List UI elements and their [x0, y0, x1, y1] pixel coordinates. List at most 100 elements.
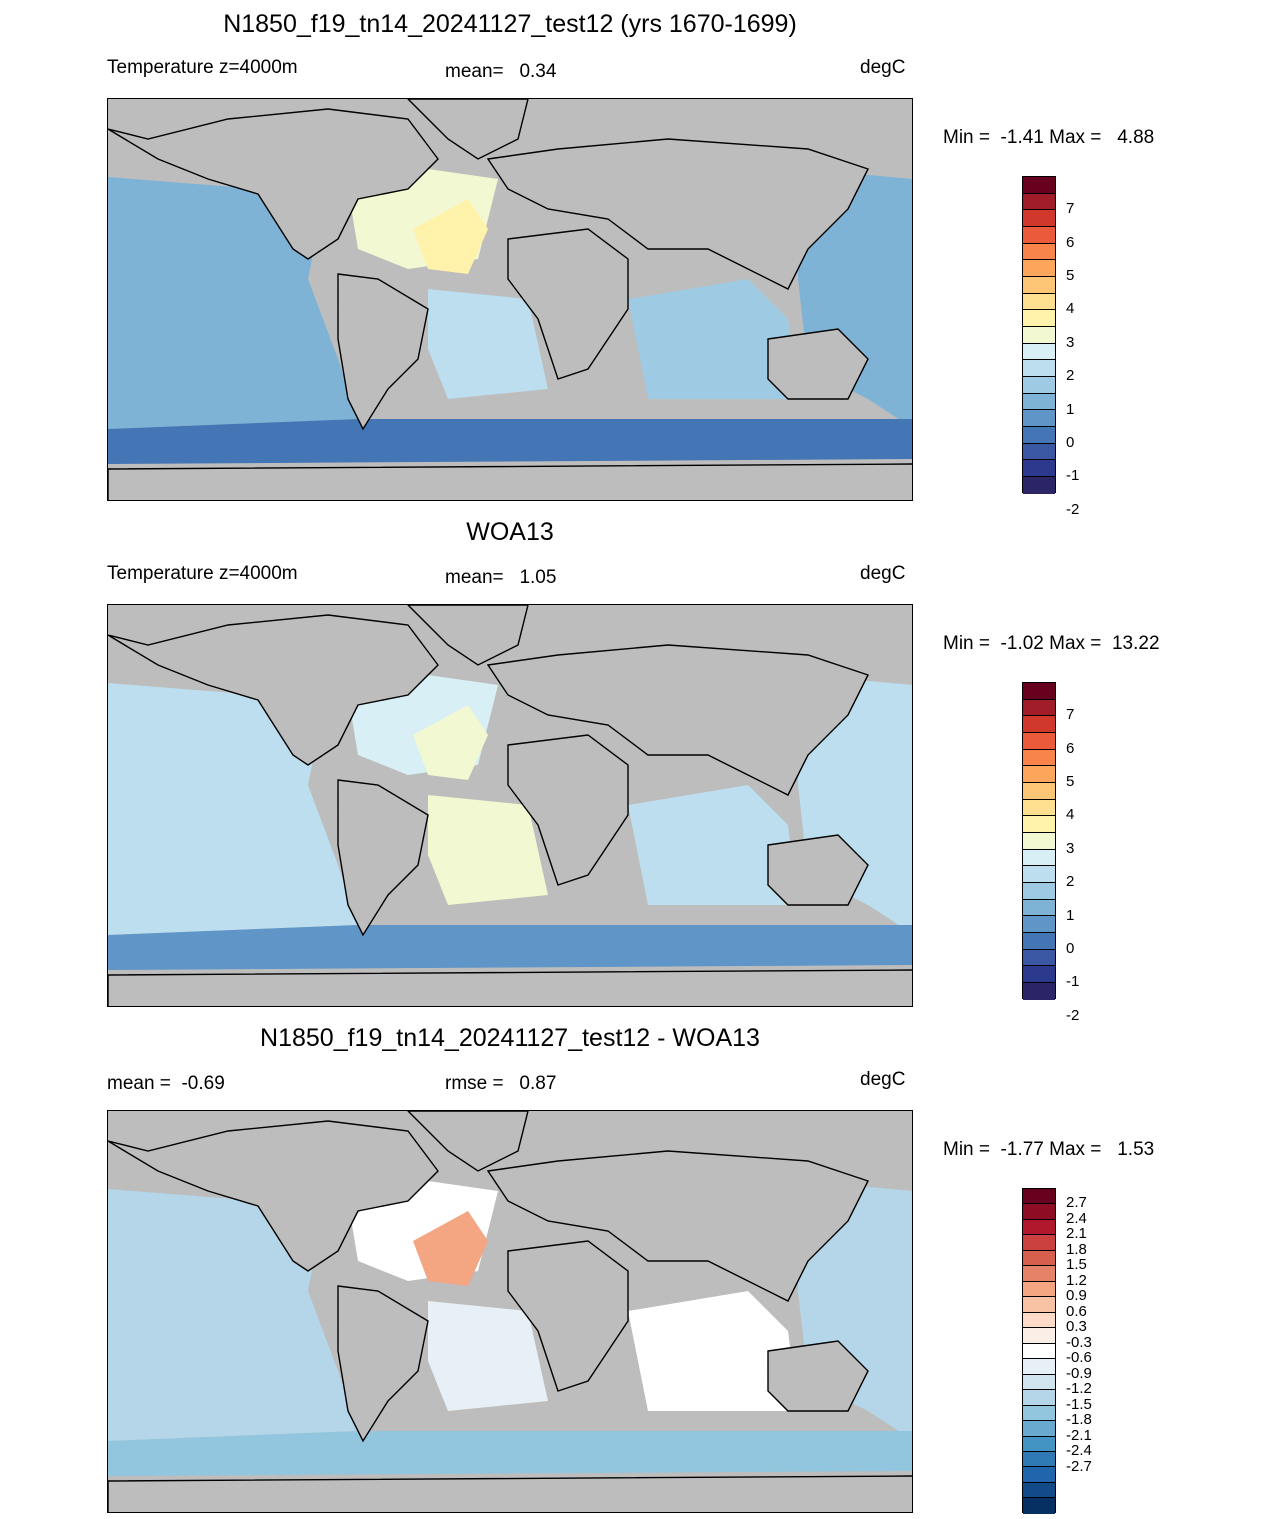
continent-outline [507, 228, 629, 380]
colorbar-swatch [1023, 277, 1055, 294]
colorbar-tick-label: 4 [1066, 806, 1075, 824]
colorbar-swatch [1023, 1421, 1055, 1437]
colorbar-tick-label: 1.8 [1066, 1240, 1087, 1258]
colorbar-tick-label: 1.5 [1066, 1256, 1087, 1274]
colorbar-tick-label: 3 [1066, 333, 1075, 351]
ocean-region-indian [628, 279, 798, 399]
colorbar-swatch [1023, 1451, 1055, 1468]
colorbar-tick-label: -2 [1066, 1006, 1080, 1024]
colorbar-swatch [1023, 1482, 1055, 1499]
continent-outline [407, 99, 529, 160]
colorbar-swatch [1023, 716, 1055, 734]
colorbar-swatch [1023, 783, 1055, 800]
colorbar-tick-label: -1.2 [1066, 1380, 1092, 1398]
continent-outline [407, 605, 529, 666]
colorbar-tick-label: -1.8 [1066, 1411, 1092, 1429]
colorbar-tick-label: -2.7 [1066, 1457, 1092, 1475]
continent-outline [337, 779, 429, 937]
ocean-region-south [108, 419, 912, 464]
colorbar-swatch [1023, 933, 1055, 950]
colorbar-swatch [1023, 1390, 1055, 1406]
colorbar-swatch [1023, 1343, 1055, 1360]
continent-outline [767, 834, 869, 906]
colorbar-tick-label: -1.5 [1066, 1395, 1092, 1413]
colorbar-tick-label: 4 [1066, 300, 1075, 318]
continent-outline [767, 328, 869, 400]
colorbar-tick-label: 1.2 [1066, 1271, 1087, 1289]
colorbar-swatch [1023, 210, 1055, 228]
ocean-region-south-atl [428, 1301, 548, 1411]
colorbar-swatch [1023, 477, 1055, 494]
continent-outline [486, 644, 869, 796]
continent-outline [108, 108, 439, 260]
colorbar-tick-label: 6 [1066, 739, 1075, 757]
colorbar-swatch [1023, 1405, 1055, 1422]
colorbar-tick-label: 0.3 [1066, 1318, 1087, 1336]
ocean-region-indian [628, 1291, 798, 1411]
colorbar [1022, 176, 1056, 494]
continent-outline [108, 614, 439, 766]
colorbar-tick-label: -2.1 [1066, 1426, 1092, 1444]
colorbar-tick-label: 0 [1066, 433, 1075, 451]
colorbar-swatch [1023, 393, 1055, 411]
left-label: Temperature z=4000m [107, 563, 298, 584]
colorbar-swatch [1023, 1281, 1055, 1298]
mean-label: mean= 1.05 [445, 567, 557, 588]
colorbar-tick-label: 0.9 [1066, 1287, 1087, 1305]
panel-title: N1850_f19_tn14_20241127_test12 (yrs 1670… [223, 10, 797, 38]
continent-outline [507, 1240, 629, 1392]
colorbar-swatch [1023, 1189, 1055, 1205]
colorbar-swatch [1023, 1235, 1055, 1251]
continent-outline [337, 1285, 429, 1443]
colorbar-swatch [1023, 243, 1055, 261]
colorbar-swatch [1023, 766, 1055, 784]
continent-outline [108, 969, 912, 1006]
units-label: degC [860, 1069, 906, 1090]
colorbar-tick-label: 2 [1066, 367, 1075, 385]
colorbar-swatch [1023, 983, 1055, 1000]
colorbar-swatch [1023, 699, 1055, 717]
colorbar-tick-label: -2.4 [1066, 1442, 1092, 1460]
continent-outline [407, 1111, 529, 1172]
colorbar-tick-label: 7 [1066, 706, 1075, 724]
continent-outline [108, 1120, 439, 1272]
units-label: degC [860, 57, 906, 78]
colorbar-swatch [1023, 1204, 1055, 1220]
colorbar-swatch [1023, 733, 1055, 750]
ocean-region-north-atl_hot [413, 199, 488, 274]
colorbar [1022, 682, 1056, 1000]
panel-title: N1850_f19_tn14_20241127_test12 - WOA13 [260, 1024, 760, 1052]
colorbar-swatch [1023, 293, 1055, 311]
ocean-region-indian [628, 785, 798, 905]
colorbar-tick-label: 1 [1066, 906, 1075, 924]
colorbar-tick-label: 2.7 [1066, 1194, 1087, 1212]
world-map [107, 1110, 913, 1513]
colorbar-tick-label: -1 [1066, 467, 1080, 485]
continent-outline [337, 273, 429, 431]
mean-label: mean = -0.69 [107, 1073, 225, 1094]
min-max-label: Min = -1.02 Max = 13.22 [943, 633, 1160, 654]
colorbar-swatch [1023, 360, 1055, 378]
colorbar-tick-label: -0.3 [1066, 1333, 1092, 1351]
colorbar-swatch [1023, 899, 1055, 917]
colorbar-swatch [1023, 327, 1055, 344]
colorbar-swatch [1023, 443, 1055, 461]
colorbar-swatch [1023, 966, 1055, 984]
continent-outline [486, 1150, 869, 1302]
colorbar-swatch [1023, 1250, 1055, 1267]
colorbar-swatch [1023, 1266, 1055, 1282]
ocean-region-south [108, 925, 912, 970]
colorbar-swatch [1023, 1328, 1055, 1344]
colorbar-tick-label: 6 [1066, 233, 1075, 251]
colorbar-tick-label: 3 [1066, 839, 1075, 857]
colorbar-tick-label: 0 [1066, 939, 1075, 957]
colorbar-tick-label: 1 [1066, 400, 1075, 418]
colorbar-swatch [1023, 1219, 1055, 1236]
ocean-region-south [108, 1431, 912, 1476]
colorbar-swatch [1023, 227, 1055, 244]
colorbar-swatch [1023, 1312, 1055, 1329]
colorbar-swatch [1023, 427, 1055, 444]
colorbar-swatch [1023, 916, 1055, 934]
colorbar-swatch [1023, 1359, 1055, 1375]
colorbar-swatch [1023, 1297, 1055, 1313]
